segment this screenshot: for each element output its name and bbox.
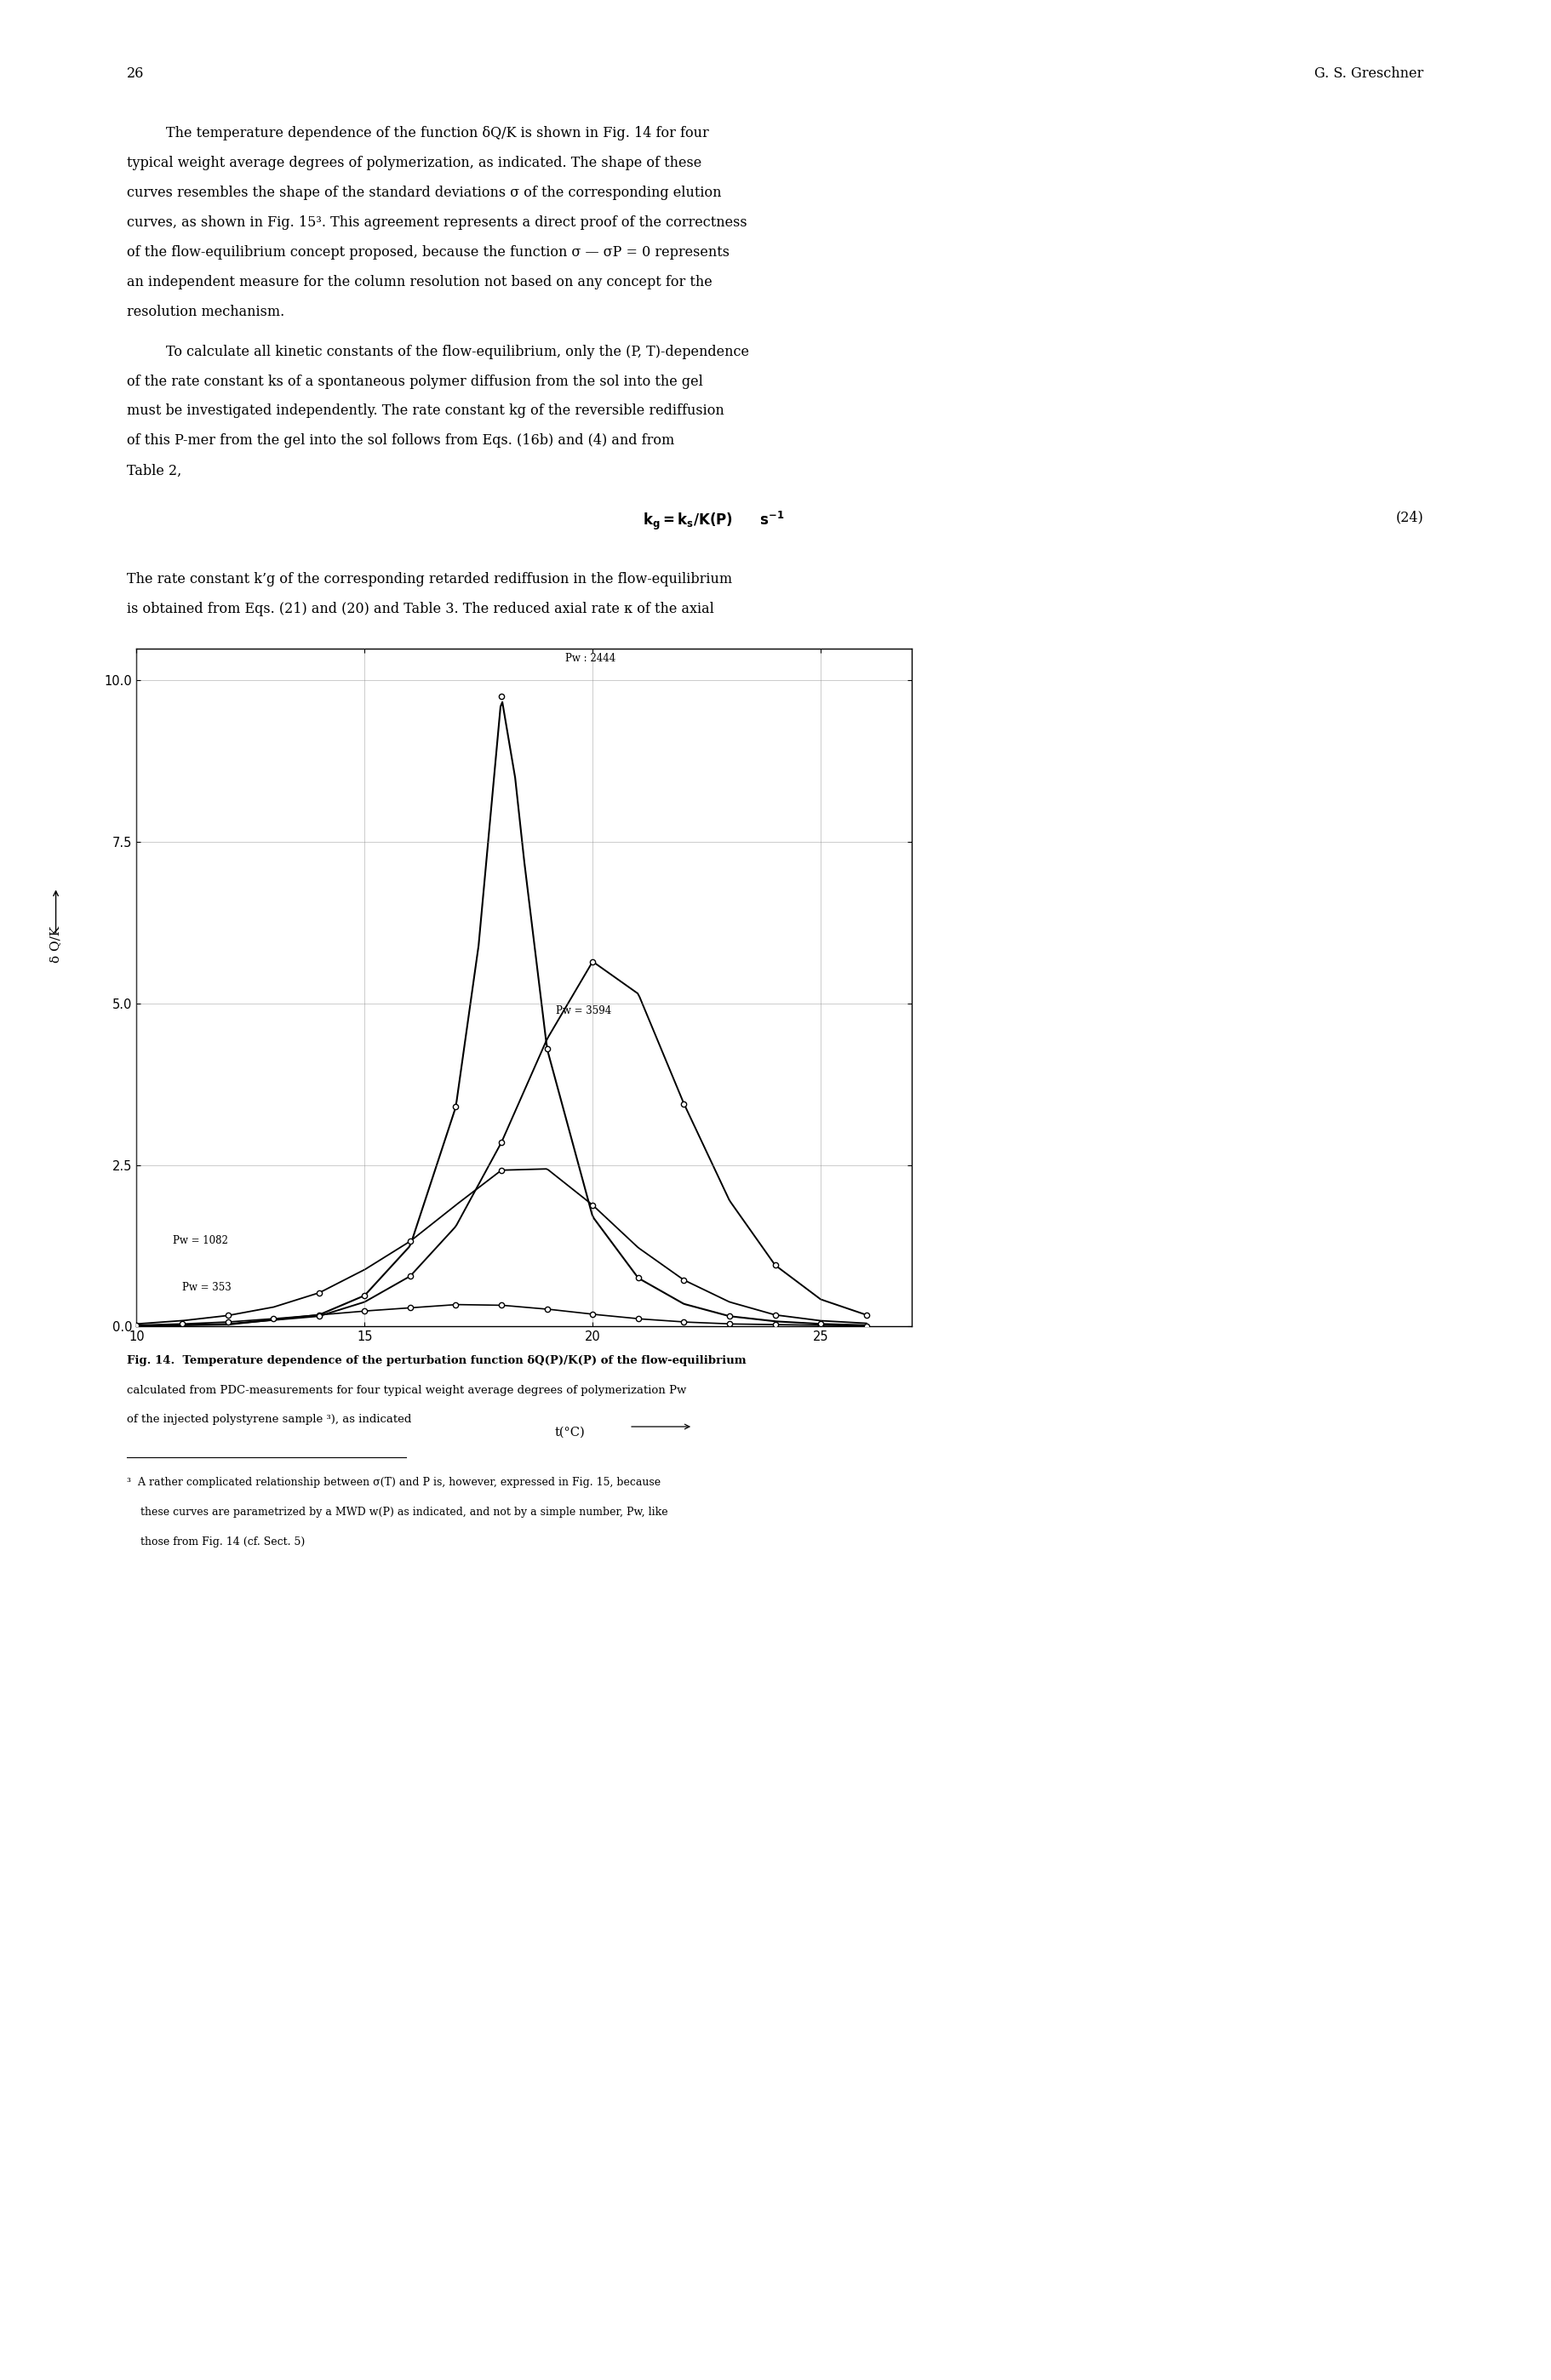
Text: is obtained from Eqs. (21) and (20) and Table 3. The reduced axial rate κ of the: is obtained from Eqs. (21) and (20) and … — [127, 602, 715, 616]
Text: of the injected polystyrene sample ³), as indicated: of the injected polystyrene sample ³), a… — [127, 1414, 413, 1426]
Text: Fig. 14.  Temperature dependence of the perturbation function δQ(P)/K(P) of the : Fig. 14. Temperature dependence of the p… — [127, 1354, 746, 1366]
Text: these curves are parametrized by a MWD w(P) as indicated, and not by a simple nu: these curves are parametrized by a MWD w… — [127, 1507, 668, 1518]
Text: The temperature dependence of the function δQ/K is shown in Fig. 14 for four: The temperature dependence of the functi… — [166, 126, 709, 140]
Text: Pw = 353: Pw = 353 — [181, 1283, 231, 1292]
Text: Pw = 1082: Pw = 1082 — [174, 1235, 228, 1245]
Text: curves, as shown in Fig. 15³. This agreement represents a direct proof of the co: curves, as shown in Fig. 15³. This agree… — [127, 217, 748, 231]
Text: curves resembles the shape of the standard deviations σ of the corresponding elu: curves resembles the shape of the standa… — [127, 186, 721, 200]
Text: ³  A rather complicated relationship between σ(T) and P is, however, expressed i: ³ A rather complicated relationship betw… — [127, 1478, 661, 1488]
Text: Pw = 3594: Pw = 3594 — [557, 1004, 611, 1016]
Text: resolution mechanism.: resolution mechanism. — [127, 305, 285, 319]
Text: an independent measure for the column resolution not based on any concept for th: an independent measure for the column re… — [127, 276, 712, 290]
Text: Table 2,: Table 2, — [127, 464, 181, 478]
Text: 26: 26 — [127, 67, 144, 81]
Text: t(°C): t(°C) — [555, 1426, 585, 1438]
Text: Pw : 2444: Pw : 2444 — [565, 652, 616, 664]
Text: calculated from PDC-measurements for four typical weight average degrees of poly: calculated from PDC-measurements for fou… — [127, 1385, 687, 1395]
Text: To calculate all kinetic constants of the flow-equilibrium, only the (P, T)-depe: To calculate all kinetic constants of th… — [166, 345, 749, 359]
Text: $\mathbf{k_g = k_s/K(P) \qquad s^{-1}}$: $\mathbf{k_g = k_s/K(P) \qquad s^{-1}}$ — [642, 509, 785, 533]
Text: The rate constant k’g of the corresponding retarded rediffusion in the flow-equi: The rate constant k’g of the correspondi… — [127, 571, 732, 585]
Text: of this P-mer from the gel into the sol follows from Eqs. (16b) and (4) and from: of this P-mer from the gel into the sol … — [127, 433, 675, 447]
Text: (24): (24) — [1396, 509, 1424, 524]
Text: δ Q/K: δ Q/K — [50, 926, 62, 964]
Text: of the rate constant ks of a spontaneous polymer diffusion from the sol into the: of the rate constant ks of a spontaneous… — [127, 374, 704, 388]
Text: of the flow-equilibrium concept proposed, because the function σ — σP = 0 repres: of the flow-equilibrium concept proposed… — [127, 245, 731, 259]
Text: G. S. Greschner: G. S. Greschner — [1315, 67, 1424, 81]
Text: must be investigated independently. The rate constant kg of the reversible redif: must be investigated independently. The … — [127, 405, 724, 419]
Text: those from Fig. 14 (cf. Sect. 5): those from Fig. 14 (cf. Sect. 5) — [127, 1535, 306, 1547]
Text: typical weight average degrees of polymerization, as indicated. The shape of the: typical weight average degrees of polyme… — [127, 157, 703, 171]
